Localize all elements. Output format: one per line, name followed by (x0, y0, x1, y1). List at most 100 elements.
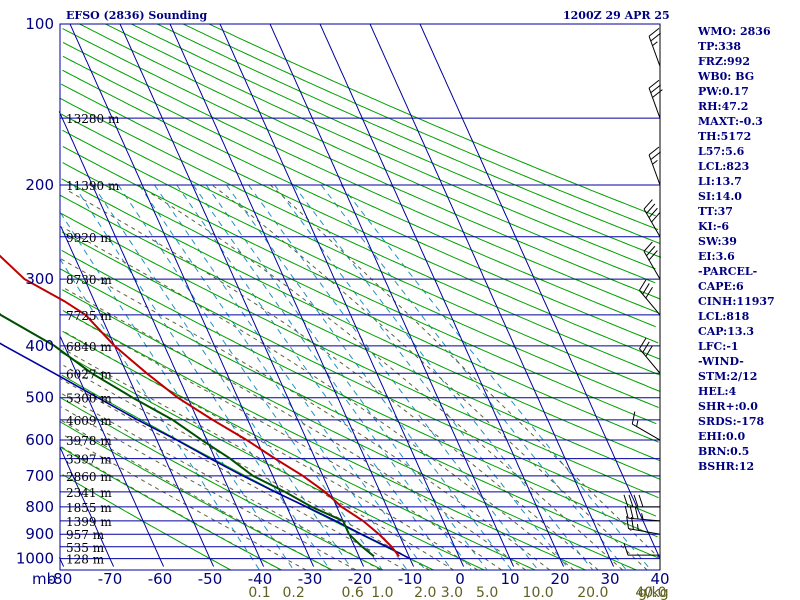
moist-adiabat-line (59, 377, 406, 571)
stat-item: MAXT:-0.3 (698, 115, 763, 128)
dry-adiabat-line (59, 446, 282, 571)
pressure-label: 200 (25, 176, 54, 194)
moist-adiabat-line (211, 184, 648, 571)
dry-adiabat-line (182, 23, 659, 231)
wind-barb (623, 494, 660, 508)
temperature-tick-label: 10 (500, 570, 519, 588)
isotherm-line (59, 336, 165, 567)
wind-barb-staff (628, 517, 661, 522)
stat-item: FRZ:992 (698, 55, 751, 68)
wind-barb-flag (626, 516, 629, 529)
height-label: 8730 m (66, 273, 112, 287)
height-label: 5300 m (66, 392, 112, 406)
wind-barb-flag (623, 543, 629, 556)
wind-barb (643, 199, 661, 238)
wind-barb-staff (648, 154, 661, 186)
moist-adiabat-line (67, 190, 599, 571)
wind-barb-flag (638, 494, 644, 508)
wind-barb-flag (648, 28, 660, 37)
wind-barb-flag (628, 494, 634, 508)
dry-adiabat-line (62, 129, 659, 408)
height-label: 9920 m (66, 231, 112, 245)
dry-adiabat-line (60, 351, 485, 571)
wind-barb (648, 146, 661, 186)
dry-adiabat-line (61, 289, 637, 571)
stat-item: KI:-6 (698, 220, 729, 233)
stat-item: TT:37 (698, 205, 733, 218)
height-label: 6027 m (66, 367, 112, 381)
wind-barb-flag (636, 420, 639, 427)
height-label: 128 m (66, 553, 105, 567)
mixing-ratio-line (59, 212, 295, 571)
stat-item: BSHR:12 (698, 460, 755, 473)
wind-barb-flag (631, 411, 636, 425)
height-label: 2341 m (66, 486, 112, 500)
mixing-ratio-label: 2.0 (414, 585, 436, 600)
dry-adiabat-line (60, 83, 660, 360)
mixing-ratio-line (274, 184, 571, 571)
wind-barb-staff (639, 290, 661, 316)
temperature-tick-label: -10 (398, 570, 423, 588)
wind-barb-flag (650, 84, 661, 94)
wind-barb-flag (643, 199, 653, 210)
dry-adiabat-line (61, 213, 659, 499)
wind-barb (639, 279, 661, 316)
mixing-ratio-line (192, 184, 472, 571)
pressure-label: 600 (25, 431, 54, 449)
wind-barb (624, 505, 661, 522)
dry-adiabat-line (131, 23, 662, 258)
dry-adiabat-line (59, 194, 660, 480)
dry-adiabat-line (208, 23, 656, 217)
mixing-ratio-line (138, 184, 408, 571)
pressure-label: 500 (25, 389, 54, 407)
wind-barb-staff (643, 208, 661, 238)
chart-title: EFSO (2836) Sounding (66, 9, 208, 22)
pressure-label: 400 (25, 337, 54, 355)
isotherm-line (219, 23, 465, 567)
dry-adiabat-line (79, 23, 656, 284)
dry-adiabat-line (61, 249, 658, 538)
wind-barb-staff (639, 348, 661, 374)
mixing-ratio-label: 1.0 (371, 585, 393, 600)
wind-barb (623, 543, 660, 556)
mixing-ratio-label: 0.1 (248, 585, 270, 600)
stat-item: BRN:0.5 (698, 445, 750, 458)
dry-adiabat-line (157, 23, 661, 244)
stat-item: STM:2/12 (698, 370, 758, 383)
wind-barb-flag (652, 41, 658, 47)
moist-adiabat-line (270, 184, 661, 560)
stat-item: PW:0.17 (698, 85, 749, 98)
mixing-ratio-line (73, 184, 331, 571)
height-label: 3397 m (66, 453, 112, 467)
isotherm-line (169, 23, 415, 567)
wind-barb-flag (624, 505, 629, 519)
temperature-trace (0, 254, 400, 557)
mixing-ratio-line (248, 184, 539, 571)
wind-barb-flag (645, 345, 653, 357)
height-label: 11390 m (66, 179, 120, 193)
isobars (59, 23, 661, 571)
isotherm-line (58, 111, 265, 567)
pressure-label: 900 (25, 525, 54, 543)
dry-adiabat-line (62, 28, 661, 300)
wind-barb (631, 411, 661, 441)
wind-barb-flag (629, 506, 634, 519)
moist-adiabat-line (63, 364, 430, 571)
dry-adiabat-line (62, 310, 586, 571)
stat-item: LCL:818 (698, 310, 750, 323)
profiles (0, 254, 411, 560)
mixing-ratio-line (59, 258, 260, 571)
wind-barb (639, 337, 661, 374)
height-label: 13280 m (66, 112, 120, 126)
wind-barb-flag (631, 516, 634, 530)
stat-item: HEL:4 (698, 385, 737, 398)
pressure-label: 100 (25, 15, 54, 33)
temperature-tick-label: 30 (600, 570, 619, 588)
temperature-tick-label: -40 (248, 570, 273, 588)
moist-adiabat-line (62, 226, 575, 571)
stat-item: CAP:13.3 (698, 325, 755, 338)
dry-adiabat-line (60, 268, 658, 559)
stat-item: LCL:823 (698, 160, 750, 173)
height-label: 2860 m (66, 470, 112, 484)
stat-item: CINH:11937 (698, 295, 775, 308)
